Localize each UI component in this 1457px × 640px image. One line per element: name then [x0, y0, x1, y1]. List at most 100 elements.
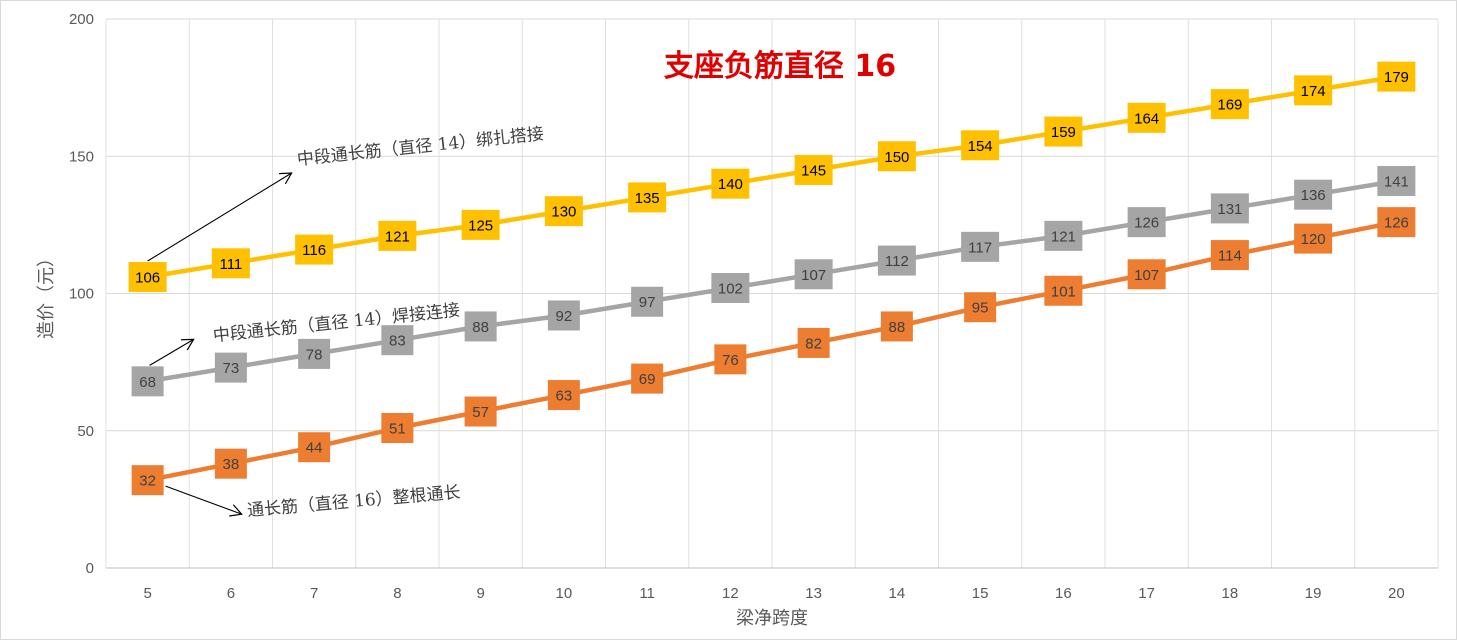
- data-point-orange: [298, 432, 331, 463]
- y-tick-label: 0: [86, 560, 94, 577]
- data-point-orange: [1294, 223, 1333, 254]
- data-point-yellow: [961, 130, 1000, 161]
- data-label-orange: 57: [472, 404, 489, 421]
- x-tick-label: 11: [639, 585, 655, 602]
- data-label-yellow: 164: [1134, 110, 1159, 127]
- data-point-gray: [131, 366, 164, 397]
- annotation-label-gray: 中段通长筋（直径 14）焊接连接: [212, 300, 461, 346]
- annotation-arrow-gray: [149, 338, 195, 366]
- x-tick-label: 14: [889, 585, 906, 602]
- data-point-yellow: [877, 141, 916, 172]
- data-point-orange: [1044, 275, 1083, 306]
- data-label-gray: 102: [718, 281, 743, 298]
- x-tick-label: 12: [722, 585, 739, 602]
- data-label-yellow: 106: [135, 270, 160, 287]
- x-axis-title: 梁净跨度: [736, 608, 808, 629]
- x-tick-label: 20: [1388, 585, 1405, 602]
- data-label-yellow: 130: [551, 204, 576, 221]
- annotation-label-yellow: 中段通长筋（直径 14）绑扎搭接: [296, 124, 545, 170]
- data-label-gray: 83: [389, 333, 406, 350]
- data-label-orange: 95: [972, 300, 989, 317]
- data-point-orange: [547, 380, 580, 411]
- data-label-yellow: 150: [884, 149, 909, 166]
- x-tick-label: 13: [805, 585, 822, 602]
- data-label-yellow: 169: [1217, 97, 1242, 114]
- data-point-yellow: [1127, 102, 1166, 133]
- data-label-gray: 131: [1217, 201, 1242, 218]
- data-label-orange: 88: [889, 319, 906, 336]
- data-point-yellow: [628, 182, 667, 213]
- data-point-gray: [711, 273, 750, 304]
- data-label-yellow: 125: [468, 217, 493, 234]
- x-tick-label: 7: [310, 585, 318, 602]
- data-label-yellow: 121: [385, 228, 410, 245]
- data-label-orange: 32: [139, 473, 156, 490]
- data-point-orange: [631, 363, 664, 394]
- data-label-yellow: 179: [1384, 69, 1409, 86]
- data-label-gray: 78: [306, 346, 323, 363]
- data-point-orange: [714, 344, 747, 375]
- data-point-gray: [464, 311, 497, 342]
- data-point-orange: [464, 396, 497, 427]
- data-point-yellow: [1044, 116, 1083, 147]
- data-label-orange: 69: [639, 371, 656, 388]
- data-label-orange: 126: [1384, 215, 1409, 232]
- data-point-orange: [880, 311, 913, 342]
- data-point-yellow: [461, 209, 500, 240]
- x-tick-label: 16: [1055, 585, 1072, 602]
- series-line-yellow: [145, 74, 1399, 280]
- y-tick-label: 100: [69, 286, 94, 303]
- y-tick-label: 50: [77, 423, 94, 440]
- x-tick-label: 6: [227, 585, 235, 602]
- series-line-orange: [145, 219, 1399, 483]
- data-label-gray: 141: [1384, 173, 1409, 190]
- data-label-gray: 92: [556, 308, 573, 325]
- data-label-orange: 44: [306, 440, 323, 457]
- data-point-gray: [298, 338, 331, 369]
- data-label-gray: 97: [639, 294, 656, 311]
- data-point-gray: [1377, 165, 1416, 196]
- data-point-orange: [797, 327, 830, 358]
- data-label-gray: 68: [139, 374, 156, 391]
- data-point-gray: [794, 259, 833, 290]
- x-tick-label: 9: [476, 585, 484, 602]
- x-tick-label: 18: [1222, 585, 1239, 602]
- data-point-yellow: [1210, 89, 1249, 120]
- data-point-yellow: [794, 154, 833, 185]
- data-point-yellow: [1294, 75, 1333, 106]
- data-label-gray: 117: [968, 239, 992, 256]
- annotation-arrow-yellow: [147, 172, 293, 262]
- chart-title: 支座负筋直径 16: [664, 49, 896, 84]
- data-label-gray: 126: [1134, 215, 1159, 232]
- data-label-yellow: 145: [801, 162, 826, 179]
- data-point-gray: [961, 231, 1000, 262]
- data-point-yellow: [211, 248, 250, 279]
- data-label-yellow: 154: [968, 138, 993, 155]
- series-line-gray: [145, 178, 1399, 384]
- data-label-orange: 76: [722, 352, 739, 369]
- data-label-yellow: 135: [635, 190, 660, 207]
- data-label-yellow: 111: [219, 256, 242, 273]
- data-point-yellow: [711, 168, 750, 199]
- x-tick-label: 10: [556, 585, 573, 602]
- data-point-orange: [1127, 259, 1166, 290]
- data-label-orange: 38: [223, 456, 240, 473]
- annotation-label-orange: 通长筋（直径 16）整根通长: [246, 483, 461, 522]
- data-point-orange: [381, 413, 414, 444]
- data-label-orange: 107: [1134, 267, 1159, 284]
- x-tick-label: 15: [972, 585, 989, 602]
- data-label-orange: 82: [805, 335, 822, 352]
- x-tick-label: 8: [393, 585, 401, 602]
- data-label-orange: 51: [389, 421, 406, 438]
- data-point-gray: [381, 325, 414, 356]
- data-point-orange: [1377, 207, 1416, 238]
- series-lines: [145, 74, 1399, 483]
- data-point-gray: [1044, 220, 1083, 251]
- data-label-gray: 107: [801, 267, 826, 284]
- data-point-yellow: [1377, 61, 1416, 92]
- data-label-orange: 101: [1051, 283, 1076, 300]
- x-tick-label: 17: [1138, 585, 1155, 602]
- data-point-orange: [131, 465, 164, 496]
- data-point-gray: [547, 300, 580, 331]
